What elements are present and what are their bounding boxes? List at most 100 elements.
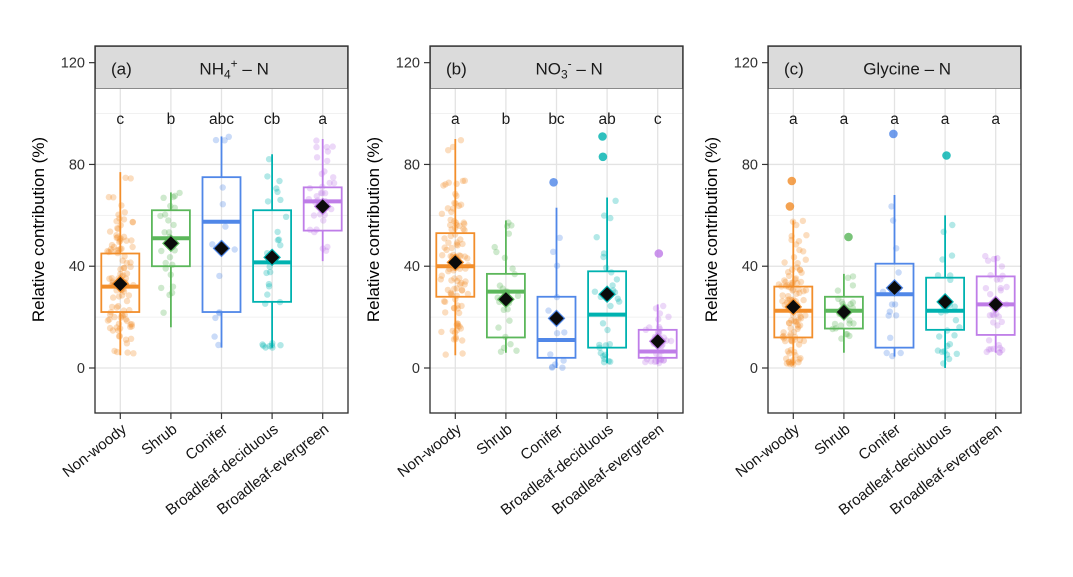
data-point: [113, 218, 120, 225]
data-point: [158, 284, 165, 292]
data-point: [108, 303, 116, 311]
sig-letter: a: [890, 111, 899, 128]
data-point: [166, 291, 173, 299]
mean-diamond: [784, 298, 803, 316]
data-point: [849, 273, 857, 280]
data-point: [886, 308, 893, 315]
data-point: [458, 279, 465, 287]
data-point: [791, 318, 798, 325]
data-point: [221, 137, 228, 144]
data-point: [502, 333, 509, 341]
sig-letter: c: [116, 111, 124, 128]
outlier-point: [787, 176, 797, 186]
outlier-point: [598, 152, 608, 162]
y-axis-title: Relative contribution (%): [702, 137, 721, 322]
data-point: [897, 349, 904, 357]
data-point: [785, 319, 793, 326]
data-point: [114, 234, 121, 241]
data-point: [106, 275, 113, 282]
sig-letter: a: [991, 111, 1000, 128]
data-point: [934, 272, 942, 279]
data-point: [786, 360, 794, 368]
data-point: [656, 326, 664, 333]
boxplot-b-non-woody: [435, 137, 476, 358]
data-point: [797, 315, 805, 322]
data-point: [451, 224, 459, 232]
iqr-box: [925, 276, 965, 331]
data-point: [794, 279, 801, 287]
panel-title: Glycine – N: [863, 60, 951, 79]
data-point: [461, 220, 468, 228]
data-point: [106, 228, 114, 235]
data-point: [509, 265, 516, 272]
data-point: [452, 219, 460, 226]
data-point: [444, 286, 452, 294]
data-point: [114, 225, 122, 233]
data-point: [795, 316, 802, 323]
data-point: [789, 357, 797, 364]
data-point: [322, 247, 330, 254]
data-point: [945, 355, 953, 363]
data-point: [461, 281, 468, 288]
data-point: [121, 311, 128, 318]
data-point: [785, 359, 793, 366]
data-point: [783, 355, 790, 362]
data-point: [447, 289, 454, 297]
data-point: [990, 312, 997, 319]
data-point: [268, 342, 276, 349]
data-point: [780, 332, 787, 340]
data-point: [887, 334, 894, 341]
data-point: [122, 316, 130, 323]
data-point: [451, 305, 458, 312]
data-point: [168, 289, 176, 296]
data-point: [604, 326, 611, 334]
data-point: [274, 228, 281, 236]
data-point: [440, 182, 447, 189]
iqr-box: [587, 270, 627, 349]
data-point: [460, 219, 467, 226]
data-point: [600, 359, 608, 366]
data-point: [891, 301, 899, 308]
data-point: [792, 352, 799, 359]
data-point: [784, 296, 792, 303]
data-point: [124, 349, 131, 356]
data-point: [790, 361, 797, 368]
sig-letter: a: [941, 111, 950, 128]
data-point: [612, 197, 619, 204]
data-point: [274, 236, 282, 244]
data-point: [265, 280, 273, 288]
data-point: [842, 331, 850, 338]
data-point: [447, 221, 454, 229]
data-point: [216, 272, 223, 280]
data-point: [782, 278, 789, 286]
data-point: [990, 255, 997, 263]
data-point: [790, 254, 798, 261]
data-point: [940, 228, 947, 235]
data-point: [948, 252, 956, 259]
data-point: [118, 202, 125, 209]
data-point: [796, 266, 804, 274]
data-point: [786, 320, 793, 327]
data-point: [321, 168, 328, 175]
panel-title: NH4+ – N: [199, 57, 268, 82]
data-point: [128, 237, 135, 244]
data-point: [660, 357, 667, 364]
mean-diamond: [835, 303, 853, 321]
jitter-points: [259, 156, 290, 351]
sig-letter: ab: [598, 111, 615, 128]
data-point: [607, 214, 614, 222]
y-tick-label: 0: [77, 361, 85, 377]
data-point: [456, 281, 464, 288]
boxplot-b-broadleaf-evergreen: [637, 249, 678, 367]
data-point: [458, 287, 466, 294]
data-point: [491, 243, 498, 251]
data-point: [792, 275, 800, 282]
mean-diamond: [598, 285, 616, 304]
data-point: [999, 346, 1006, 354]
data-point: [795, 323, 802, 330]
data-point: [844, 274, 852, 281]
data-point: [116, 325, 124, 332]
data-point: [450, 336, 458, 343]
sig-letter: a: [789, 111, 798, 128]
data-point: [775, 281, 783, 288]
